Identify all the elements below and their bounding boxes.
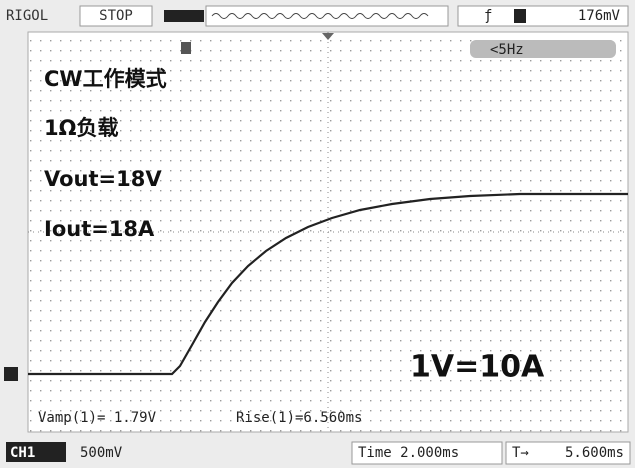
offset-icon: T→ <box>512 445 529 461</box>
trigger-offset: 5.600ms <box>565 445 624 461</box>
brand: RIGOL <box>6 8 48 24</box>
channel: CH1 <box>10 445 35 461</box>
run-state: STOP <box>99 8 133 24</box>
annotation: Vout=18V <box>44 167 162 191</box>
measurement: Vamp(1)= 1.79V <box>38 410 157 426</box>
trigger-level: 176mV <box>578 8 621 24</box>
memory-icon <box>164 10 204 22</box>
scale-note: 1V=10A <box>410 350 545 385</box>
measurement: Rise(1)=6.560ms <box>236 410 362 426</box>
trigger-source-icon <box>514 9 526 23</box>
oscilloscope-screen: RIGOL STOP ƒ 176mV <5Hz CW工作模式 1Ω负载 Vout… <box>0 0 635 468</box>
annotation: CW工作模式 <box>44 67 167 91</box>
t-marker <box>181 42 191 54</box>
channel-ground-marker <box>4 367 18 381</box>
annotation: Iout=18A <box>44 217 155 241</box>
trigger-edge-icon: ƒ <box>484 8 492 24</box>
volts-per-div: 500mV <box>80 445 123 461</box>
annotation: 1Ω负载 <box>44 116 118 140</box>
timebase: Time 2.000ms <box>358 445 459 461</box>
trigger-frequency: <5Hz <box>490 42 524 58</box>
